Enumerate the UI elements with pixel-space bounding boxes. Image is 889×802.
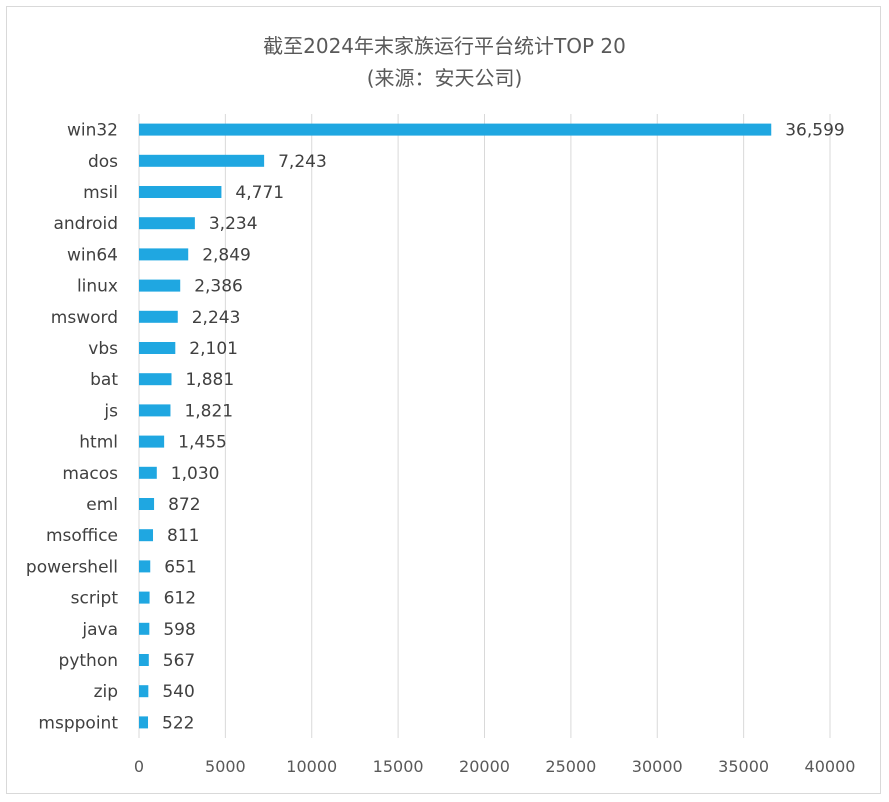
category-labels: win32 dos msil android win64 linux msword vbs ba… [26, 121, 118, 734]
chart-title: 截至2024年末家族运行平台统计TOP 20 [263, 34, 626, 58]
category-label: msoffice [46, 526, 118, 546]
value-label: 2,101 [189, 339, 238, 359]
bar [139, 186, 222, 198]
category-label: zip [94, 682, 118, 702]
value-label: 540 [162, 682, 194, 702]
value-label: 651 [164, 557, 196, 577]
value-label: 1,030 [171, 464, 220, 484]
bar [139, 373, 172, 386]
category-label: powershell [26, 557, 118, 577]
x-tick-label: 15000 [373, 757, 424, 776]
bar [139, 248, 189, 261]
value-label: 567 [163, 651, 195, 671]
category-label: python [59, 651, 118, 671]
value-label: 612 [164, 589, 196, 609]
category-label: msil [83, 183, 118, 203]
category-label: msppoint [38, 713, 118, 733]
bar [139, 123, 772, 136]
bar [139, 466, 157, 479]
value-label: 2,849 [202, 245, 251, 265]
category-label: java [81, 620, 118, 640]
bar [139, 217, 195, 230]
x-tick-label: 25000 [545, 757, 596, 776]
x-tick-label: 40000 [805, 757, 856, 776]
category-label: html [79, 433, 118, 453]
value-label: 598 [163, 620, 195, 640]
bars [139, 123, 772, 729]
value-label: 7,243 [278, 152, 327, 172]
value-label: 872 [168, 495, 200, 515]
bar [139, 622, 150, 635]
x-tick-label: 20000 [459, 757, 510, 776]
bar [139, 404, 171, 417]
value-label: 811 [167, 526, 199, 546]
bar [139, 685, 149, 698]
category-label: macos [62, 464, 118, 484]
category-label: js [103, 401, 118, 421]
chart-title-block: 截至2024年末家族运行平台统计TOP 20 (来源：安天公司) [0, 30, 889, 94]
chart-subtitle: (来源：安天公司) [366, 66, 523, 90]
bar [139, 498, 155, 510]
value-label: 522 [162, 713, 194, 733]
x-tick-label: 10000 [286, 757, 337, 776]
x-tick-labels: 0 5000 10000 15000 20000 25000 30000 35000 40000 [134, 757, 856, 776]
category-label: win32 [67, 121, 118, 141]
value-label: 2,243 [192, 308, 241, 328]
value-label: 3,234 [209, 214, 258, 234]
chart-frame [6, 6, 881, 794]
value-label: 1,881 [185, 370, 234, 390]
bar [139, 716, 149, 729]
value-label: 2,386 [194, 277, 243, 297]
category-label: android [53, 214, 118, 234]
bar [139, 560, 151, 573]
bar [139, 310, 178, 323]
category-label: msword [51, 308, 118, 328]
category-label: script [71, 589, 119, 609]
bar [139, 154, 265, 167]
x-tick-label: 0 [134, 757, 144, 776]
category-label: vbs [88, 339, 118, 359]
bar [139, 654, 149, 666]
x-tick-label: 30000 [632, 757, 683, 776]
value-label: 4,771 [235, 183, 284, 203]
gridlines [138, 114, 831, 738]
x-tick-label: 35000 [718, 757, 769, 776]
bar [139, 435, 165, 448]
bar [139, 342, 176, 354]
category-label: bat [90, 370, 118, 390]
category-label: dos [88, 152, 118, 172]
category-label: eml [86, 495, 118, 515]
bar [139, 279, 181, 292]
bar [139, 591, 150, 604]
category-label: linux [77, 277, 118, 297]
value-labels: 36,599 7,243 4,771 3,234 2,849 2,386 2,243 2,10… [162, 121, 845, 734]
value-label: 1,821 [184, 401, 233, 421]
value-label: 36,599 [785, 121, 844, 141]
category-label: win64 [67, 245, 118, 265]
x-tick-label: 5000 [205, 757, 246, 776]
value-label: 1,455 [178, 433, 227, 453]
bar [139, 529, 154, 542]
